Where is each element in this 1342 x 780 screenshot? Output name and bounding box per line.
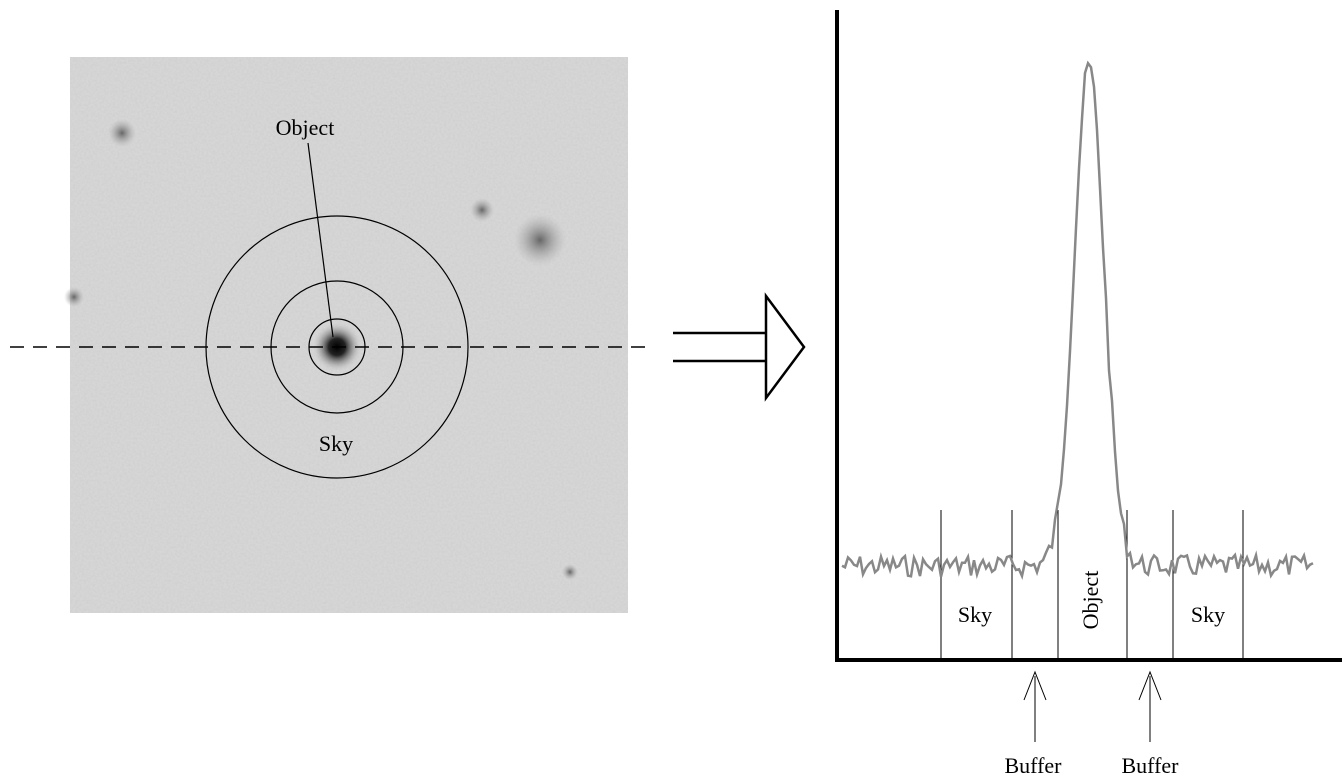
- transform-arrow: [673, 296, 804, 398]
- sky-image: [64, 57, 628, 613]
- sky-label: Sky: [319, 431, 353, 456]
- region-label: Object: [1078, 571, 1103, 630]
- profile-curve: [842, 63, 1313, 577]
- region-label: Sky: [1191, 602, 1225, 627]
- diagram: Object Sky Sky Object Sky Buffer Buffer: [0, 0, 1342, 780]
- region-label: Sky: [958, 602, 992, 627]
- buffer-label: Buffer: [1121, 753, 1179, 778]
- buffer-label: Buffer: [1004, 753, 1062, 778]
- profile-plot: [835, 10, 1342, 742]
- object-label: Object: [276, 115, 335, 140]
